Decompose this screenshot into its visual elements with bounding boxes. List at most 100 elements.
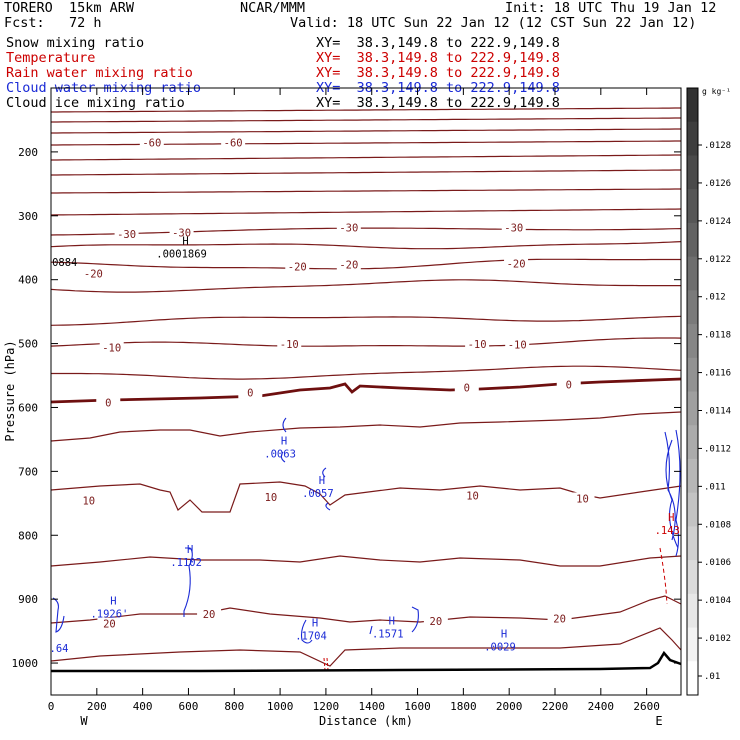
- contour-label: -30: [339, 223, 358, 235]
- y-tick-label: 1000: [12, 657, 39, 670]
- contour-label: -60: [142, 138, 161, 150]
- contour-label-bg: [76, 494, 101, 507]
- legend-cloud-water-label: Cloud water mixing ratio: [6, 80, 202, 96]
- contour-label: 0: [464, 382, 470, 394]
- valid-time: Valid: 18 UTC Sun 22 Jan 12 (12 CST Sun …: [290, 15, 697, 31]
- contour-label-bg: [465, 337, 490, 350]
- cloud-water-contour: [322, 467, 331, 511]
- x-tick-label: 1000: [267, 700, 294, 713]
- y-tick-label: 800: [18, 529, 38, 542]
- y-tick-label: 900: [18, 593, 38, 606]
- contour-label-bg: [238, 386, 263, 399]
- colorbar-label: .011: [704, 482, 726, 492]
- contour-label-bg: [96, 396, 121, 409]
- colorbar-label: .0116: [704, 369, 731, 379]
- contour-label-bg: [423, 615, 448, 628]
- isotherm: [50, 595, 682, 624]
- contour-label: 20: [430, 616, 443, 628]
- legend-cloud-ice-xy: XY= 38.3,149.8 to 222.9,149.8: [316, 95, 560, 111]
- colorbar-label: .0114: [704, 407, 731, 417]
- contour-labels: -60 -60 -30 -30 -30 -30 -20 -20 -20 -20 -10 -10 -10 -…: [50, 136, 680, 655]
- contour-label-bg: [570, 492, 595, 505]
- y-tick-label: 400: [18, 274, 38, 287]
- contour-label-bg: [460, 489, 485, 502]
- extremum-mark: H: [319, 475, 325, 487]
- extremum-value: .143: [655, 525, 680, 537]
- colorbar-label: .0118: [704, 331, 731, 341]
- x-tick-label: 2000: [496, 700, 523, 713]
- x-tick-label: 1200: [313, 700, 340, 713]
- freezing-isotherm: [50, 377, 682, 404]
- colorbar-cell: [687, 88, 698, 123]
- contour-label-bg: [454, 381, 479, 394]
- colorbar-label: .0122: [704, 255, 731, 265]
- contour-label: -30: [117, 229, 136, 241]
- model-title: TORERO 15km ARW: [4, 0, 135, 16]
- isotherm: [50, 337, 682, 347]
- cloud-water-contour: [664, 429, 681, 557]
- legend-snow-label: Snow mixing ratio: [6, 35, 145, 51]
- cloud-water-contour: [300, 619, 313, 644]
- extremum-mark: H: [668, 512, 674, 524]
- isotherm: [51, 117, 681, 123]
- x-tick-label: 600: [179, 700, 199, 713]
- extremum-value: .0029: [484, 641, 516, 653]
- contour-label: -10: [280, 339, 299, 351]
- extremum-mark: H: [187, 544, 193, 556]
- isotherm: [50, 411, 682, 442]
- isotherm: [50, 208, 682, 216]
- colorbar: .0128 .0126 .0124 .0122 .012 .0118 .0116 .0114.…: [686, 87, 731, 696]
- contour-label: 0: [566, 380, 572, 392]
- x-axis-west-label: W: [80, 714, 88, 728]
- colorbar-cell: [687, 121, 698, 156]
- isotherm: [50, 315, 682, 326]
- isotherm: [51, 169, 681, 176]
- contour-label-bg: [336, 221, 361, 234]
- colorbar-cell: [687, 189, 698, 224]
- colorbar-cell: [687, 492, 698, 527]
- colorbar-cell: [687, 222, 698, 258]
- colorbar-frame: [686, 87, 699, 696]
- x-tick-label: 400: [133, 700, 153, 713]
- colorbar-cell: [687, 290, 698, 325]
- cloud-water-contour: [280, 417, 287, 463]
- contour-label: 0: [105, 398, 111, 410]
- contour-label-bg: [169, 226, 194, 239]
- colorbar-cell: [687, 425, 698, 460]
- y-tick-label: 700: [18, 465, 38, 478]
- legend-rain-xy: XY= 38.3,149.8 to 222.9,149.8: [316, 65, 560, 81]
- colorbar-label: .012: [704, 293, 726, 303]
- colorbar-cell: [687, 526, 698, 561]
- extremum-mark: H: [501, 628, 507, 640]
- contour-label-bg: [258, 491, 283, 504]
- colorbar-label: .01: [704, 672, 720, 682]
- extremum-value: .0063: [264, 449, 296, 461]
- extremum-mark: H: [312, 618, 318, 630]
- contour-label-bg: [556, 378, 581, 391]
- colorbar-cell: [687, 155, 698, 190]
- colorbar-cell: [687, 324, 698, 359]
- colorbar-cell: [687, 560, 698, 595]
- contour-label-bg: [114, 227, 139, 240]
- contour-label-bg: [97, 617, 122, 630]
- isotherm: [51, 188, 681, 194]
- legend-temperature-label: Temperature: [6, 50, 96, 66]
- colorbar-cell: [687, 458, 698, 494]
- contour-label-bg: [81, 267, 106, 280]
- contour-label: 0: [247, 387, 253, 399]
- colorbar-cell: [687, 256, 698, 291]
- isotherm: [50, 258, 681, 270]
- isotherm: [50, 481, 682, 513]
- extremum-mark: H: [281, 436, 287, 448]
- center-title: NCAR/MMM: [240, 0, 306, 16]
- legend-cloud-ice-label: Cloud ice mixing ratio: [6, 95, 185, 111]
- extremum-value: .0057: [302, 488, 334, 500]
- x-tick-label: 800: [224, 700, 244, 713]
- terrain: [51, 650, 682, 673]
- colorbar-unit: g kg⁻¹: [702, 87, 731, 96]
- x-tick-label: 1800: [450, 700, 477, 713]
- contour-label: -20: [288, 262, 307, 274]
- contour-label: -30: [172, 228, 191, 240]
